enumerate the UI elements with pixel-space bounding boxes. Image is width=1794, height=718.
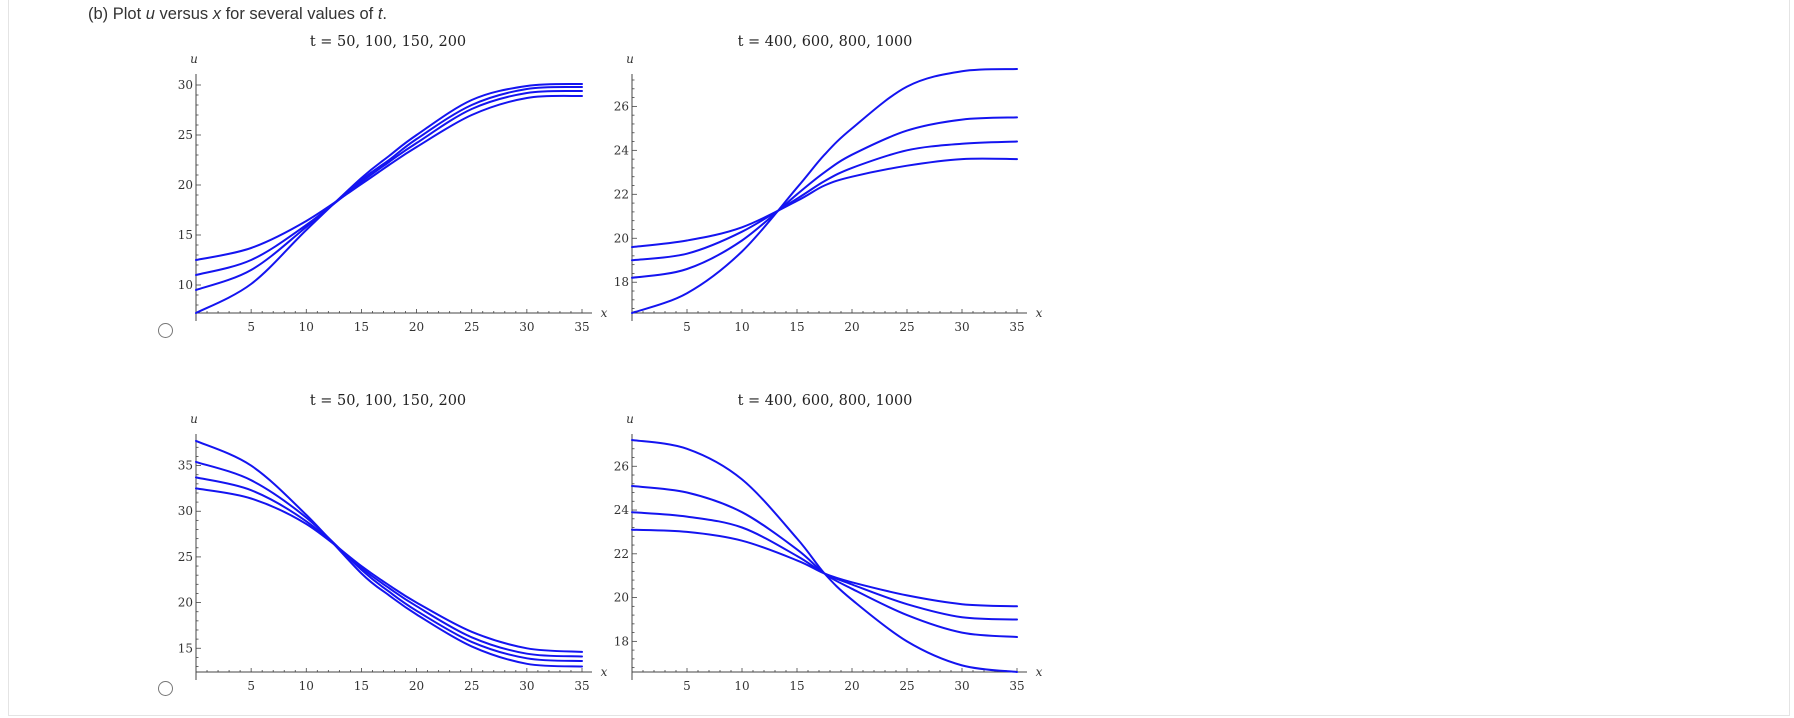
question-text: (b) Plot u versus x for several values o… (88, 5, 388, 23)
chart-1-x-tick-label: 10 (299, 320, 314, 334)
chart-1-series-t-150 (195, 89, 583, 276)
chart-2-x-tick-label: 20 (844, 320, 859, 334)
chart-4-series-t-400 (631, 439, 1018, 673)
chart-1-series-t-200 (195, 94, 583, 261)
chart-2-series-t-800 (631, 140, 1018, 262)
chart-1-x-tick-label: 20 (409, 320, 424, 334)
chart-2-x-tick-label: 25 (899, 320, 914, 334)
chart-2-y-tick-label: 24 (614, 143, 630, 157)
chart-3-x-tick-label: 5 (247, 679, 255, 693)
chart-3-x-label: x (601, 665, 608, 679)
chart-1-series-t-50 (195, 83, 583, 314)
chart-1-y-tick-label: 30 (178, 78, 193, 92)
chart-2-series-t-600 (631, 116, 1018, 279)
chart-2-x-tick-label: 15 (789, 320, 804, 334)
chart-4-x-tick-label: 20 (844, 679, 859, 693)
chart-4-y-tick-label: 26 (614, 459, 629, 473)
chart-2-y-tick-label: 22 (614, 187, 629, 201)
chart-3-title: t = 50, 100, 150, 200 (310, 393, 466, 409)
option-b-radio[interactable] (158, 681, 173, 696)
chart-4-x-label: x (1036, 665, 1043, 679)
chart-1-y-tick-label: 15 (178, 228, 193, 242)
chart-2-y-tick-label: 20 (614, 231, 629, 245)
chart-3-x-tick-label: 20 (409, 679, 424, 693)
chart-3-series-t-100 (195, 460, 583, 662)
chart-2-title: t = 400, 600, 800, 1000 (738, 34, 913, 50)
chart-1-x-tick-label: 5 (247, 320, 255, 334)
chart-4-series-t-600 (631, 485, 1018, 638)
chart-3-y-label: u (190, 412, 198, 426)
chart-4-x-tick-label: 30 (954, 679, 969, 693)
chart-2-y-tick-label: 26 (614, 99, 629, 113)
chart-2-y-tick-label: 18 (614, 275, 629, 289)
chart-3-x-tick-label: 15 (354, 679, 369, 693)
chart-4-x-tick-label: 5 (683, 679, 691, 693)
chart-2-x-tick-label: 35 (1009, 320, 1024, 334)
chart-2-series-t-400 (631, 68, 1018, 314)
chart-4-y-tick-label: 24 (614, 503, 630, 517)
chart-1-y-label: u (190, 52, 198, 66)
chart-3-y-tick-label: 20 (178, 596, 193, 610)
chart-1-y-tick-label: 25 (178, 128, 193, 142)
chart-2-x-tick-label: 30 (954, 320, 969, 334)
chart-4-title: t = 400, 600, 800, 1000 (738, 393, 913, 409)
chart-3-series-t-150 (195, 476, 583, 658)
chart-1-y-tick-label: 10 (178, 278, 193, 292)
chart-3-y-tick-label: 25 (178, 550, 193, 564)
chart-4-x-tick-label: 15 (789, 679, 804, 693)
chart-2-y-label: u (626, 52, 634, 66)
chart-3-x-tick-label: 35 (574, 679, 589, 693)
chart-3-x-tick-label: 10 (299, 679, 314, 693)
chart-3-y-tick-label: 35 (178, 459, 193, 473)
chart-4-series-t-1000 (631, 528, 1018, 608)
chart-1-x-tick-label: 15 (354, 320, 369, 334)
chart-4-y-label: u (626, 412, 634, 426)
chart-1-x-tick-label: 25 (464, 320, 479, 334)
chart-4-y-tick-label: 22 (614, 547, 629, 561)
chart-3-x-tick-label: 30 (519, 679, 534, 693)
chart-3-y-tick-label: 30 (178, 504, 193, 518)
chart-1-x-label: x (601, 306, 608, 320)
chart-1-title: t = 50, 100, 150, 200 (310, 34, 466, 50)
chart-2-x-label: x (1036, 306, 1043, 320)
chart-4-x-tick-label: 35 (1009, 679, 1024, 693)
chart-3-x-tick-label: 25 (464, 679, 479, 693)
chart-3-series-t-50 (195, 439, 583, 668)
chart-1-y-tick-label: 20 (178, 178, 193, 192)
chart-3-y-tick-label: 15 (178, 641, 193, 655)
chart-4-y-tick-label: 18 (614, 634, 629, 648)
chart-3-series-t-200 (195, 487, 583, 653)
chart-4-y-tick-label: 20 (614, 591, 629, 605)
chart-4-x-tick-label: 10 (734, 679, 749, 693)
chart-1-series-t-100 (195, 85, 583, 291)
chart-2-x-tick-label: 10 (734, 320, 749, 334)
chart-2-series-t-1000 (631, 157, 1018, 249)
option-a-radio[interactable] (158, 323, 173, 338)
chart-4-x-tick-label: 25 (899, 679, 914, 693)
question-frame (8, 0, 1790, 716)
chart-1-x-tick-label: 30 (519, 320, 534, 334)
chart-2-x-tick-label: 5 (683, 320, 691, 334)
chart-1-x-tick-label: 35 (574, 320, 589, 334)
